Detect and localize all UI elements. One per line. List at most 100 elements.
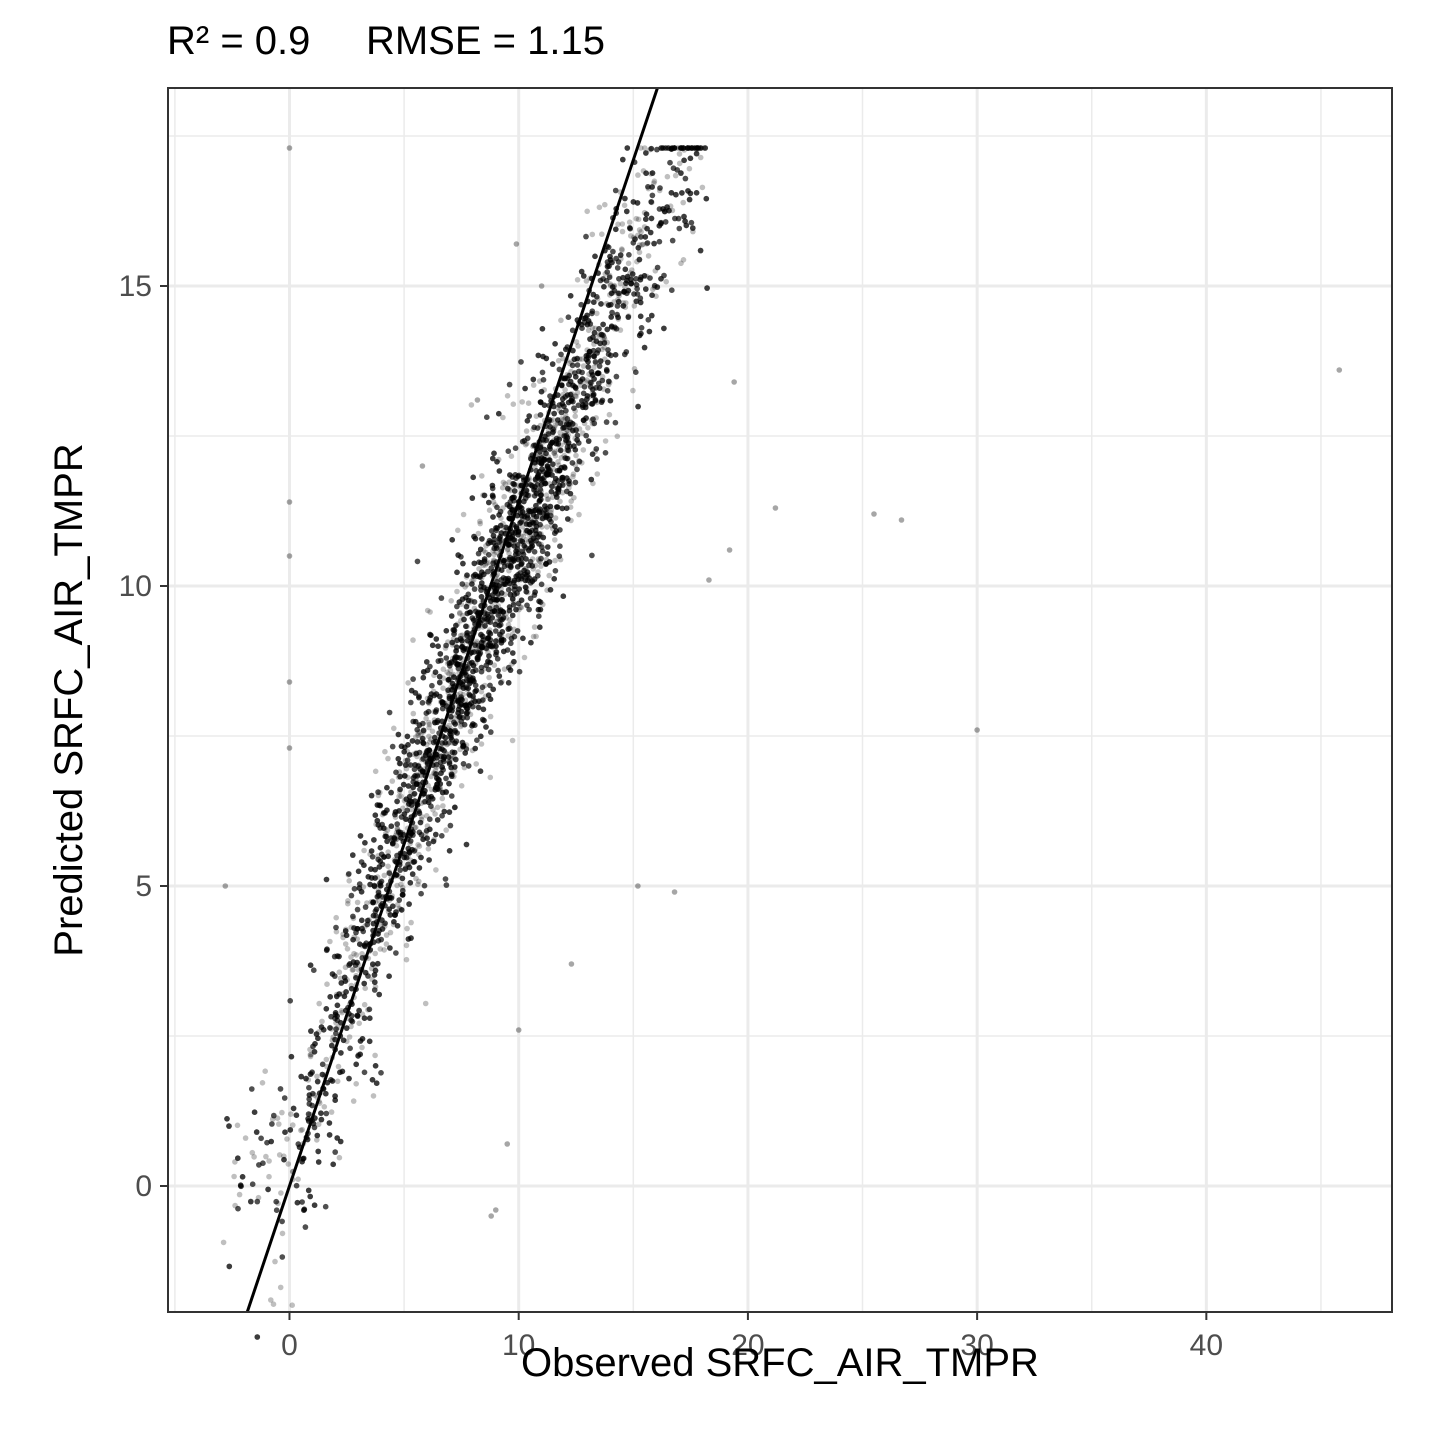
- data-point: [276, 1121, 282, 1127]
- data-point: [426, 720, 432, 726]
- data-point: [336, 1064, 342, 1070]
- data-point: [698, 155, 704, 161]
- data-point: [519, 399, 525, 405]
- data-point: [552, 558, 558, 564]
- data-point: [681, 257, 687, 263]
- data-point: [479, 741, 485, 747]
- data-point: [372, 951, 378, 957]
- data-point: [488, 775, 494, 781]
- data-point: [615, 222, 621, 228]
- data-point: [286, 1161, 292, 1167]
- data-point: [652, 178, 658, 184]
- data-point: [630, 388, 636, 394]
- data-point: [500, 485, 506, 491]
- data-point: [457, 611, 463, 617]
- data-point: [599, 231, 605, 237]
- data-point: [327, 939, 333, 945]
- data-point: [260, 1080, 266, 1086]
- data-point: [371, 1093, 377, 1099]
- data-point: [278, 1190, 284, 1196]
- data-point: [343, 941, 349, 947]
- data-point: [572, 413, 578, 419]
- data-point: [573, 453, 579, 459]
- data-point: [575, 277, 581, 283]
- data-point: [634, 216, 640, 222]
- data-point: [501, 494, 507, 500]
- data-point: [602, 202, 608, 208]
- data-point: [469, 402, 475, 408]
- data-point: [443, 827, 449, 833]
- data-point: [272, 1259, 278, 1265]
- data-point: [322, 1104, 328, 1110]
- data-point: [595, 471, 601, 477]
- data-point: [263, 1154, 269, 1160]
- data-point: [538, 563, 544, 569]
- data-point: [382, 749, 388, 755]
- data-point: [316, 1001, 322, 1007]
- data-point: [405, 680, 411, 686]
- data-point: [615, 434, 621, 440]
- data-point: [404, 926, 410, 932]
- data-point: [288, 1111, 294, 1117]
- data-point: [488, 714, 494, 720]
- data-point: [646, 253, 652, 259]
- data-point: [461, 512, 467, 518]
- data-point: [382, 873, 388, 879]
- data-point: [415, 842, 421, 848]
- data-point: [531, 382, 537, 388]
- data-point: [221, 1240, 227, 1246]
- data-point: [355, 900, 361, 906]
- data-point: [700, 185, 706, 191]
- data-point: [687, 166, 693, 172]
- data-point: [486, 675, 492, 681]
- data-point: [440, 685, 446, 691]
- data-point: [345, 946, 351, 952]
- data-point: [552, 537, 558, 543]
- data-point: [524, 428, 530, 434]
- data-point: [385, 756, 391, 762]
- data-point: [532, 624, 538, 630]
- data-point: [345, 898, 351, 904]
- data-point: [584, 278, 590, 284]
- data-point: [408, 920, 414, 926]
- data-point: [544, 524, 550, 530]
- data-point: [663, 279, 669, 285]
- data-point: [415, 882, 421, 888]
- data-point: [372, 1053, 378, 1059]
- data-point: [505, 393, 511, 399]
- data-point: [500, 415, 506, 421]
- data-point: [510, 738, 516, 744]
- data-point: [590, 232, 596, 238]
- data-point: [251, 1154, 257, 1160]
- data-point: [479, 473, 485, 479]
- data-point: [533, 634, 539, 640]
- data-point: [575, 343, 581, 349]
- data-point: [622, 203, 628, 209]
- data-point: [423, 1001, 429, 1007]
- data-point: [454, 589, 460, 595]
- data-point: [290, 1122, 296, 1128]
- data-point: [235, 1123, 241, 1129]
- data-point: [277, 1152, 283, 1158]
- data-point: [319, 1019, 325, 1025]
- data-point: [337, 1155, 343, 1161]
- data-point: [335, 1079, 341, 1085]
- data-point: [324, 981, 330, 987]
- data-point: [373, 769, 379, 775]
- data-point: [584, 209, 590, 215]
- data-point: [459, 783, 465, 789]
- data-point: [381, 947, 387, 953]
- data-point: [278, 1285, 284, 1291]
- data-point: [473, 761, 479, 767]
- data-point: [618, 281, 624, 287]
- data-point: [581, 363, 587, 369]
- data-point: [440, 796, 446, 802]
- data-point: [635, 172, 641, 178]
- data-point: [477, 521, 483, 527]
- data-point: [603, 438, 609, 444]
- data-point: [576, 512, 582, 518]
- data-point: [351, 1098, 357, 1104]
- data-point: [243, 1135, 249, 1141]
